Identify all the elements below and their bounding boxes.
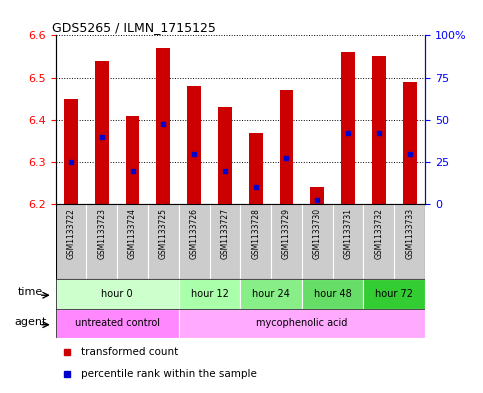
- Text: GSM1133728: GSM1133728: [251, 208, 260, 259]
- Text: percentile rank within the sample: percentile rank within the sample: [82, 369, 257, 379]
- Bar: [280, 90, 293, 204]
- FancyBboxPatch shape: [210, 204, 240, 279]
- Text: GDS5265 / ILMN_1715125: GDS5265 / ILMN_1715125: [52, 21, 216, 34]
- Text: GSM1133722: GSM1133722: [67, 208, 75, 259]
- FancyBboxPatch shape: [148, 204, 179, 279]
- FancyBboxPatch shape: [56, 309, 179, 338]
- Text: hour 24: hour 24: [252, 289, 290, 299]
- FancyBboxPatch shape: [394, 204, 425, 279]
- Text: GSM1133723: GSM1133723: [97, 208, 106, 259]
- Text: hour 48: hour 48: [314, 289, 352, 299]
- FancyBboxPatch shape: [364, 204, 394, 279]
- Text: GSM1133724: GSM1133724: [128, 208, 137, 259]
- Bar: [372, 57, 386, 204]
- FancyBboxPatch shape: [179, 309, 425, 338]
- Bar: [64, 99, 78, 204]
- FancyBboxPatch shape: [302, 204, 333, 279]
- FancyBboxPatch shape: [117, 204, 148, 279]
- FancyBboxPatch shape: [56, 279, 179, 309]
- Text: agent: agent: [14, 317, 47, 327]
- Text: untreated control: untreated control: [75, 318, 159, 328]
- Bar: [311, 187, 324, 204]
- Text: GSM1133726: GSM1133726: [190, 208, 199, 259]
- Bar: [187, 86, 201, 204]
- Text: hour 12: hour 12: [191, 289, 228, 299]
- Text: mycophenolic acid: mycophenolic acid: [256, 318, 348, 328]
- Bar: [341, 52, 355, 204]
- Text: GSM1133733: GSM1133733: [405, 208, 414, 259]
- Text: GSM1133731: GSM1133731: [343, 208, 353, 259]
- Bar: [95, 61, 109, 204]
- Text: GSM1133729: GSM1133729: [282, 208, 291, 259]
- Bar: [126, 116, 140, 204]
- FancyBboxPatch shape: [240, 279, 302, 309]
- FancyBboxPatch shape: [86, 204, 117, 279]
- Bar: [249, 132, 263, 204]
- Bar: [156, 48, 170, 204]
- FancyBboxPatch shape: [364, 279, 425, 309]
- Text: transformed count: transformed count: [82, 347, 179, 357]
- FancyBboxPatch shape: [271, 204, 302, 279]
- Bar: [218, 107, 232, 204]
- FancyBboxPatch shape: [179, 279, 240, 309]
- Text: GSM1133732: GSM1133732: [374, 208, 384, 259]
- Bar: [403, 82, 416, 204]
- FancyBboxPatch shape: [333, 204, 364, 279]
- Text: time: time: [18, 287, 43, 297]
- Text: GSM1133725: GSM1133725: [159, 208, 168, 259]
- Text: hour 72: hour 72: [375, 289, 413, 299]
- Text: GSM1133727: GSM1133727: [220, 208, 229, 259]
- Text: GSM1133730: GSM1133730: [313, 208, 322, 259]
- FancyBboxPatch shape: [56, 204, 86, 279]
- FancyBboxPatch shape: [302, 279, 364, 309]
- FancyBboxPatch shape: [179, 204, 210, 279]
- FancyBboxPatch shape: [240, 204, 271, 279]
- Text: hour 0: hour 0: [101, 289, 133, 299]
